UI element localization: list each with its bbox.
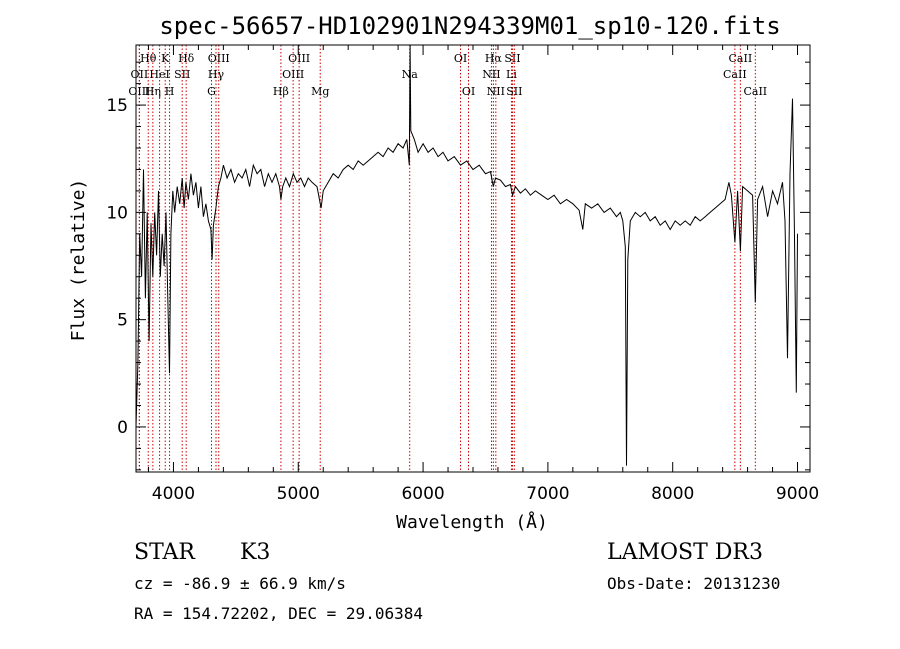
x-tick-label: 6000 [401,484,444,504]
spectral-line-label: NII [487,85,505,98]
y-tick-label: 5 [117,311,128,331]
x-tick-label: 9000 [776,484,819,504]
spectral-line-label: CaII [723,68,747,81]
spectral-line-label: CaII [729,52,753,65]
y-axis-label: Flux (relative) [68,179,89,342]
spectrum-line [135,44,798,466]
spectral-line-label: SII [504,52,520,65]
spectral-line-label: Hβ [273,85,289,98]
spectral-line-label: SII [174,68,190,81]
x-tick-label: 4000 [152,484,195,504]
cz-value: cz = -86.9 ± 66.9 km/s [134,574,346,593]
spectral-line-label: H [165,85,175,98]
spectral-line-label: OIII [288,52,310,65]
spectral-line-label: SII [506,85,522,98]
spectral-line-label: OI [462,85,475,98]
y-tick-label: 0 [117,418,128,438]
spectral-line-label: K [161,52,170,65]
y-tick-label: 10 [106,203,128,223]
spectral-line-label: Hη [145,85,161,98]
coordinates: RA = 154.72202, DEC = 29.06384 [134,604,423,623]
x-tick-label: 8000 [651,484,694,504]
spectral-line-label: G [207,85,216,98]
spectral-line-label: Hα [485,52,503,65]
obs-date: Obs-Date: 20131230 [607,574,781,593]
spectral-line-label: HeI [149,68,169,81]
survey-label: LAMOST DR3 [607,540,763,565]
spectral-line-label: OIII [282,68,304,81]
spectral-line-label: Hθ [140,52,157,65]
class-label: STAR [134,540,195,565]
subclass-label: K3 [240,540,271,565]
x-axis-label: Wavelength (Å) [396,511,548,533]
spectral-line-label: Mg [311,85,329,98]
y-tick-label: 15 [106,96,128,116]
spectrum-series [135,44,798,466]
spectral-line-label: Hγ [208,68,225,81]
spectral-line-label: OI [454,52,467,65]
chart-title: spec-56657-HD102901N294339M01_sp10-120.f… [159,12,780,40]
spectral-line-label: Li [506,68,517,81]
spectral-line-label: NII [482,68,500,81]
spectral-line-label: OIII [128,85,150,98]
axis-ticks: 4000 5000 6000 7000 8000 9000 0 5 10 15 [106,45,819,504]
spectral-line-label: Hδ [178,52,195,65]
x-tick-label: 7000 [526,484,569,504]
spectral-line-label: OIII [208,52,230,65]
spectral-line-label: CaII [743,85,767,98]
plot-frame [135,44,811,473]
x-tick-label: 5000 [277,484,320,504]
